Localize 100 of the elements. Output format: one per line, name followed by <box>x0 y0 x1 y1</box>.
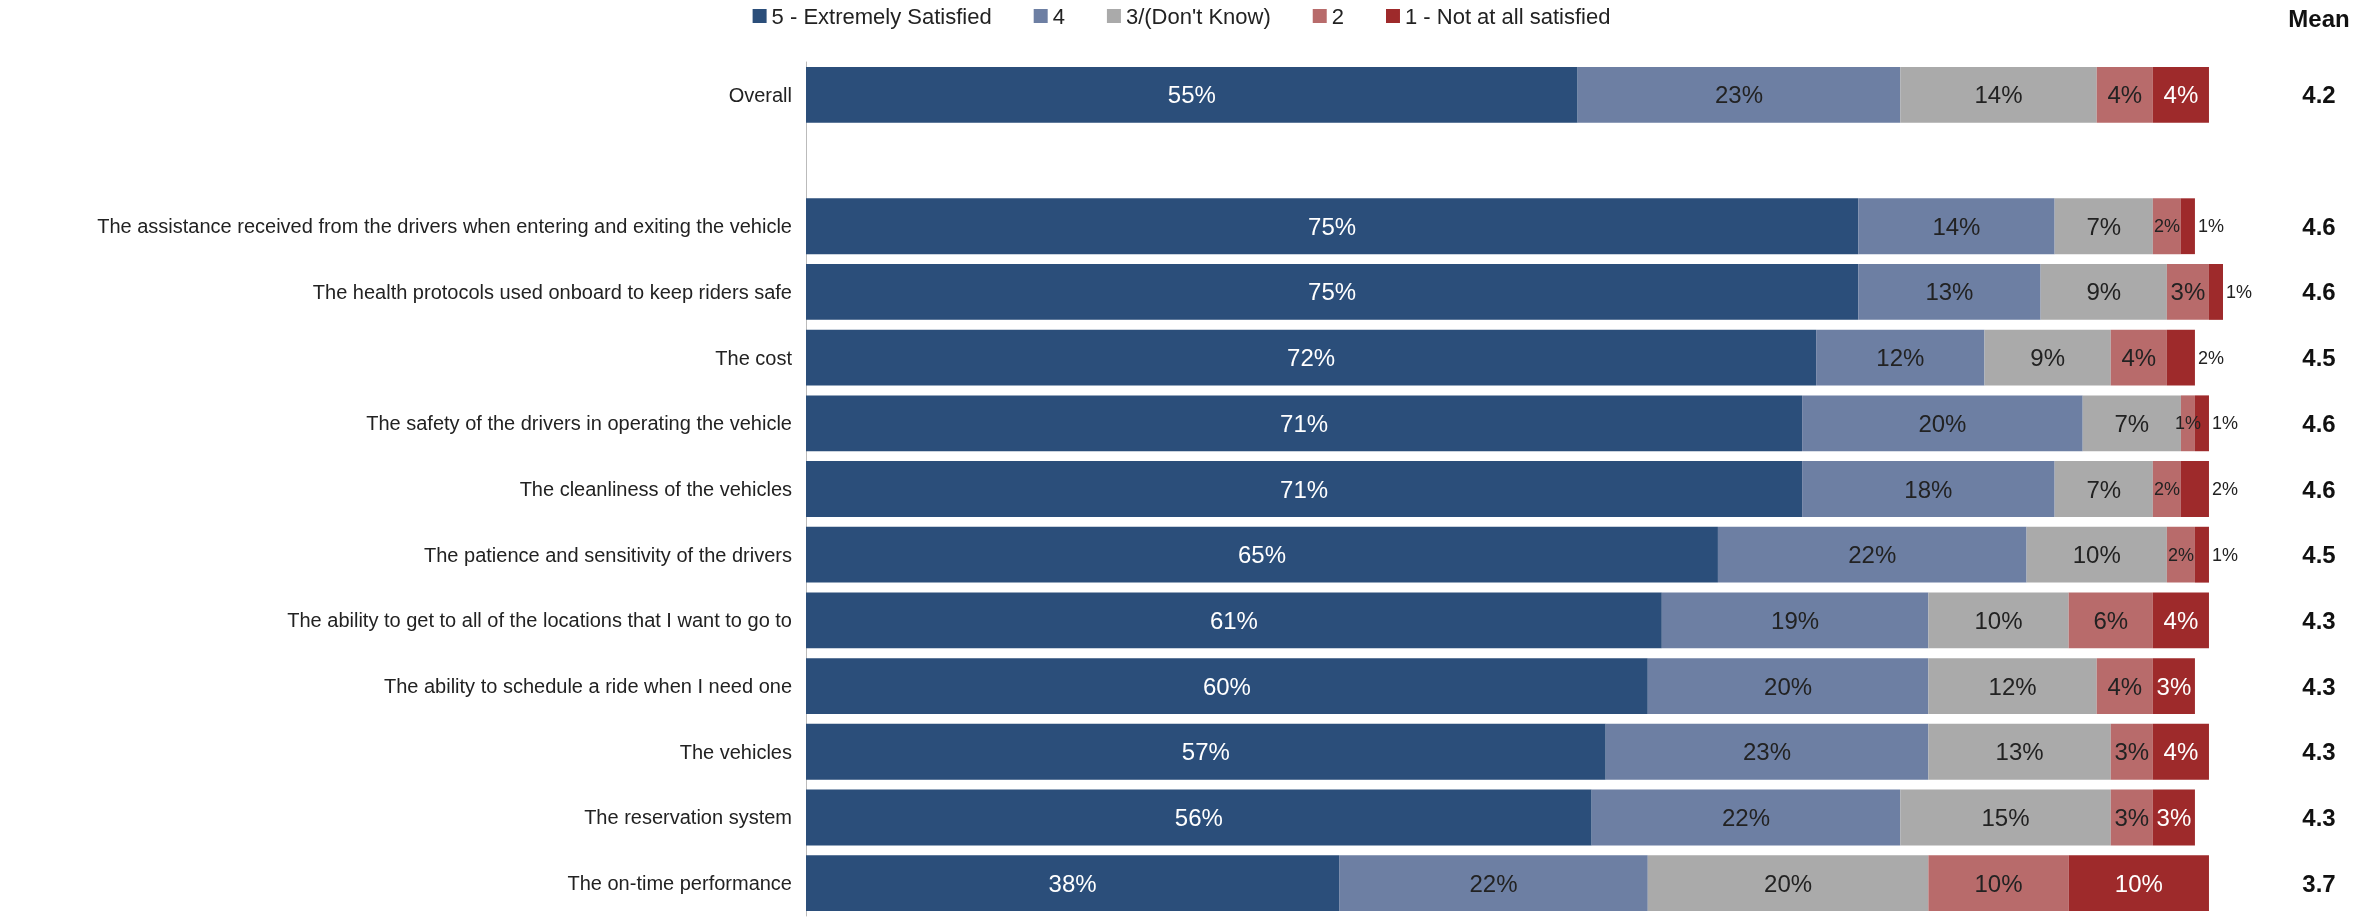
bar <box>1984 329 2111 386</box>
data-label: 61% <box>1209 606 1258 634</box>
data-label: 60% <box>1202 672 1251 700</box>
text: 4.5 <box>2302 541 2336 569</box>
bar <box>806 855 1340 912</box>
y-tick-label: The safety of the drivers in operating the vehicle <box>366 412 792 435</box>
data-label: 19% <box>1771 606 1820 634</box>
data-label: 75% <box>1308 278 1357 306</box>
data-label: 3% <box>2114 738 2150 766</box>
y-tick-label: The cost <box>715 346 793 369</box>
data-label: 7% <box>2114 409 2150 437</box>
data-label: 10% <box>2072 541 2121 569</box>
data-label: 3% <box>2170 278 2206 306</box>
bar <box>1605 723 1929 780</box>
bar <box>1816 329 1985 386</box>
data-label: 1% <box>2174 413 2201 434</box>
data-label: 15% <box>1981 803 2030 831</box>
y-tick-label: The cleanliness of the vehicles <box>519 478 792 500</box>
bar <box>2026 526 2167 583</box>
bar <box>1900 789 2111 846</box>
data-label: 55% <box>1167 81 1216 109</box>
legend-label: 4 <box>1052 3 1065 29</box>
bar <box>806 789 1592 846</box>
bar <box>2166 329 2195 386</box>
data-label: 4% <box>2107 672 2143 700</box>
bar <box>1717 526 2027 583</box>
bar <box>2040 264 2167 320</box>
data-label: 22% <box>1721 803 1771 831</box>
bar <box>1928 592 2069 649</box>
y-tick-label: The ability to schedule a ride when I need one <box>383 675 792 698</box>
bar <box>2068 592 2153 649</box>
bar <box>806 658 1648 714</box>
bar <box>1802 395 2083 452</box>
data-label: 3% <box>2114 803 2150 831</box>
data-label: 2% <box>2153 479 2180 499</box>
data-label: 2% <box>2211 479 2238 499</box>
text: 4.6 <box>2302 212 2336 240</box>
bar <box>806 461 1803 517</box>
data-label: 65% <box>1237 541 1286 569</box>
bar <box>806 395 1803 452</box>
data-label: 1% <box>2211 544 2238 565</box>
data-label: 10% <box>2114 869 2163 897</box>
y-tick-label: The reservation system <box>584 806 792 829</box>
legend-label: 5 - Extremely Satisfied <box>771 3 992 29</box>
data-label: 7% <box>2086 475 2122 503</box>
legend-label: 1 - Not at all satisfied <box>1404 3 1611 29</box>
text: 4.6 <box>2302 278 2336 306</box>
bar <box>1591 789 1901 846</box>
data-label: 4% <box>2163 81 2199 109</box>
bar <box>1339 855 1648 912</box>
data-label: 75% <box>1308 212 1357 240</box>
bar <box>806 198 1859 255</box>
data-label: 13% <box>1925 278 1974 306</box>
y-tick-label: The ability to get to all of the locations that I want to go to <box>287 609 792 632</box>
text: 4.3 <box>2302 803 2336 831</box>
data-label: 9% <box>2086 278 2122 306</box>
bar <box>2054 461 2153 517</box>
bar <box>1661 592 1929 649</box>
data-label: 10% <box>1974 606 2023 634</box>
data-label: 6% <box>2093 606 2129 634</box>
data-label: 18% <box>1904 475 1953 503</box>
bar <box>2152 66 2209 123</box>
bar <box>806 526 1718 583</box>
bar <box>1577 66 1901 123</box>
bar <box>1858 264 2041 320</box>
bar <box>2194 526 2209 583</box>
bar <box>2208 264 2223 320</box>
bar <box>2180 198 2195 255</box>
bar <box>2180 461 2209 517</box>
bar <box>1928 723 2111 780</box>
data-label: 20% <box>1918 409 1967 437</box>
bar <box>1900 66 2097 123</box>
bar <box>806 723 1606 780</box>
data-label: 14% <box>1932 212 1981 240</box>
bar <box>2096 66 2153 123</box>
data-label: 3% <box>2156 672 2192 700</box>
y-tick-label: Overall <box>728 83 792 106</box>
bar <box>1647 855 1929 912</box>
data-label: 71% <box>1280 409 1329 437</box>
data-label: 71% <box>1280 475 1329 503</box>
legend-label: 2 <box>1331 3 1344 29</box>
bar <box>2068 855 2209 912</box>
data-label: 20% <box>1764 869 1813 897</box>
bar <box>1802 461 2055 517</box>
y-tick-label: The vehicles <box>679 740 792 763</box>
data-label: 1% <box>2226 281 2253 302</box>
bar <box>2110 329 2167 386</box>
data-label: 2% <box>2197 347 2224 368</box>
bar <box>1858 198 2055 255</box>
data-label: 3% <box>2156 803 2192 831</box>
legend-label: 3/(Don't Know) <box>1125 3 1271 29</box>
text: 4.3 <box>2302 606 2336 634</box>
data-label: 7% <box>2086 212 2122 240</box>
data-label: 20% <box>1764 672 1813 700</box>
text: 4.3 <box>2302 672 2336 700</box>
data-label: 4% <box>2107 81 2143 109</box>
data-label: 4% <box>2121 344 2157 372</box>
data-label: 10% <box>1974 869 2023 897</box>
data-label: 57% <box>1181 738 1230 766</box>
data-label: 13% <box>1995 738 2044 766</box>
